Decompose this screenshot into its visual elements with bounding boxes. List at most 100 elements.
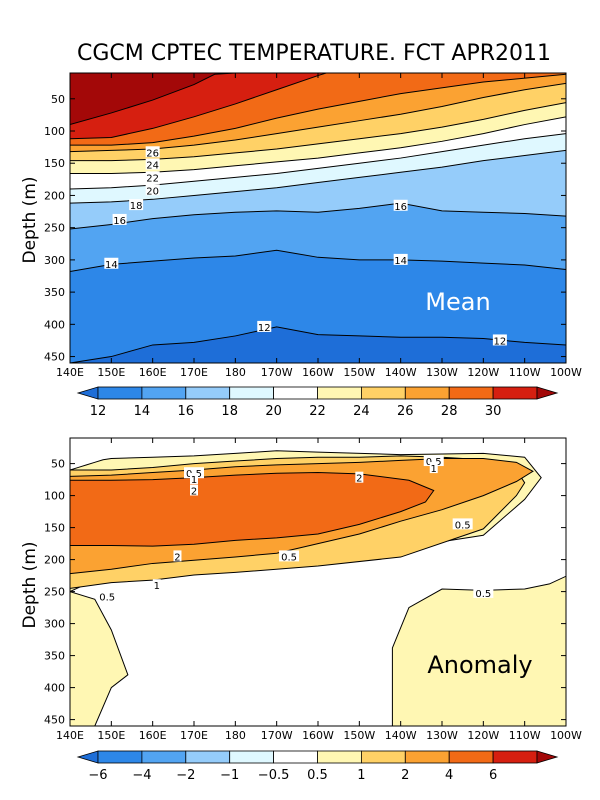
anomaly-contour-label-bg [429,462,438,474]
anomaly-x-tick-label: 150E [97,729,125,742]
mean-contour-label: 26 [146,148,159,159]
anomaly-contour-label-bg [184,467,204,479]
anomaly-y-tick-label: 100 [44,490,65,503]
anomaly-y-tick-label: 400 [44,682,65,695]
mean-contour-label: 22 [146,173,159,184]
mean-y-axis: 50 100 150 200 250 300 350 400 450 [44,93,566,364]
anomaly-colorbar-label: −2 [176,768,195,783]
mean-colorbar-swatch [360,386,406,400]
anomaly-x-tick-label: 120W [467,729,499,742]
anomaly-x-tick-label: 160E [139,729,167,742]
mean-contour-label-bg [145,171,160,183]
mean-contour-label: 20 [146,186,159,197]
anomaly-colorbar-swatch [97,750,143,764]
mean-contour-label-bg [492,334,507,346]
mean-x-tick-label: 120W [467,366,499,379]
mean-isotherm-27 [70,73,566,146]
mean-contour-label: 16 [113,216,126,227]
anomaly-contour-label-bg [279,550,300,562]
anomaly-contour-label: 2 [191,486,197,497]
anomaly-colorbar-label: −0.5 [258,768,290,783]
anomaly-contour-label: 0.5 [281,552,297,563]
mean-contour-label: 14 [394,256,407,267]
mean-y-tick-label: 450 [44,351,65,364]
anomaly-y-axis-label: Depth (m) [20,541,40,628]
mean-colorbar: 12 14 16 18 20 22 24 26 28 30 [76,386,559,419]
mean-contour-label-bg [393,253,408,265]
mean-isotherm-12 [70,326,566,363]
mean-x-axis: 140E 150E 160E 170E 180 170W 160W 150W 140W 130W 1… [56,73,582,379]
mean-contour-label: 12 [258,323,271,334]
mean-isotherm-16 [70,202,566,230]
mean-x-tick-label: 150E [97,366,125,379]
anomaly-colorbar-swatch [141,750,187,764]
mean-colorbar-swatch [141,386,187,400]
anomaly-region-4 [70,472,435,547]
mean-x-tick-label: 100W [550,366,582,379]
mean-panel-label: Mean [425,288,490,316]
mean-colorbar-swatch [448,386,494,400]
anomaly-x-tick-label: 140W [385,729,417,742]
anomaly-colorbar-swatch [448,750,494,764]
anomaly-contour-label-bg [152,579,161,591]
mean-isotherm-29 [70,73,236,126]
mean-colorbar-label: 28 [441,404,458,419]
anomaly-colorbar-label: 4 [445,768,453,783]
anomaly-colorbar-high-arrow [536,750,559,764]
mean-contour-label-bg [145,146,160,158]
mean-x-tick-label: 130W [426,366,458,379]
anomaly-x-tick-label: 150W [343,729,375,742]
anomaly-region-west-0-5 [70,591,129,726]
anomaly-x-tick-label: 170W [261,729,293,742]
anomaly-y-tick-label: 350 [44,650,65,663]
mean-contour-label-bg [145,184,160,196]
anomaly-x-axis: 140E 150E 160E 170E 180 170W 160W 150W 140W 130W 1… [56,438,582,742]
anomaly-y-tick-label: 50 [51,458,65,471]
anomaly-contour-label: 1 [431,464,437,475]
mean-colorbar-swatch [317,386,362,400]
anomaly-x-tick-label: 130W [426,729,458,742]
anomaly-contour-label-bg [190,472,198,484]
anomaly-x-tick-label: 140E [56,729,84,742]
anomaly-contour-label: 0.5 [455,520,471,531]
anomaly-contour-label: 2 [356,474,362,485]
mean-colorbar-label: 18 [221,404,238,419]
mean-contour-label-bg [104,257,119,269]
anomaly-contour-label-bg [190,484,198,496]
mean-colorbar-low-arrow [76,386,99,400]
mean-contour-label-bg [112,213,127,225]
anomaly-colorbar-label: −4 [132,768,151,783]
anomaly-x-tick-label: 170E [180,729,208,742]
anomaly-contour-label-bg [452,518,473,530]
anomaly-colorbar-swatch [317,750,362,764]
mean-colorbar-label: 24 [353,404,370,419]
mean-contour-label: 18 [130,201,143,212]
anomaly-colorbar-swatch [492,750,538,764]
anomaly-panel-label: Anomaly [427,651,532,679]
anomaly-contour-label: 2 [174,552,180,563]
anomaly-contour-label-bg [423,455,444,467]
anomaly-colorbar: −6 −4 −2 −1 −0.5 0.5 1 2 4 6 [76,750,559,783]
anomaly-x-tick-label: 180 [225,729,246,742]
anomaly-region-east-0-5 [391,575,566,726]
mean-contour-label-bg [145,158,160,170]
mean-colorbar-label: 20 [265,404,282,419]
mean-contour-label-bg [129,199,144,211]
anomaly-y-axis: 50 100 150 200 250 300 350 400 450 [44,458,566,727]
anomaly-y-tick-label: 150 [44,522,65,535]
mean-isotherm-28 [70,73,327,140]
mean-isotherm-18 [70,149,566,204]
mean-contour-label-bg [257,320,272,332]
anomaly-colorbar-swatch [360,750,406,764]
mean-y-tick-label: 350 [44,286,65,299]
anomaly-x-tick-label: 100W [550,729,582,742]
anomaly-contour-labels: 0.510.5122210.50.50.50.5 [97,455,494,604]
mean-contour-label: 24 [146,161,159,172]
mean-x-tick-label: 170E [180,366,208,379]
panel-anomaly: 0.510.5122210.50.50.50.5 140E150E160E170… [20,437,582,783]
anomaly-contour-label: 0.5 [99,593,115,604]
mean-colorbar-swatch [273,386,318,400]
mean-x-tick-label: 160W [302,366,334,379]
mean-colorbar-swatch [404,386,450,400]
mean-x-tick-label: 160E [139,366,167,379]
